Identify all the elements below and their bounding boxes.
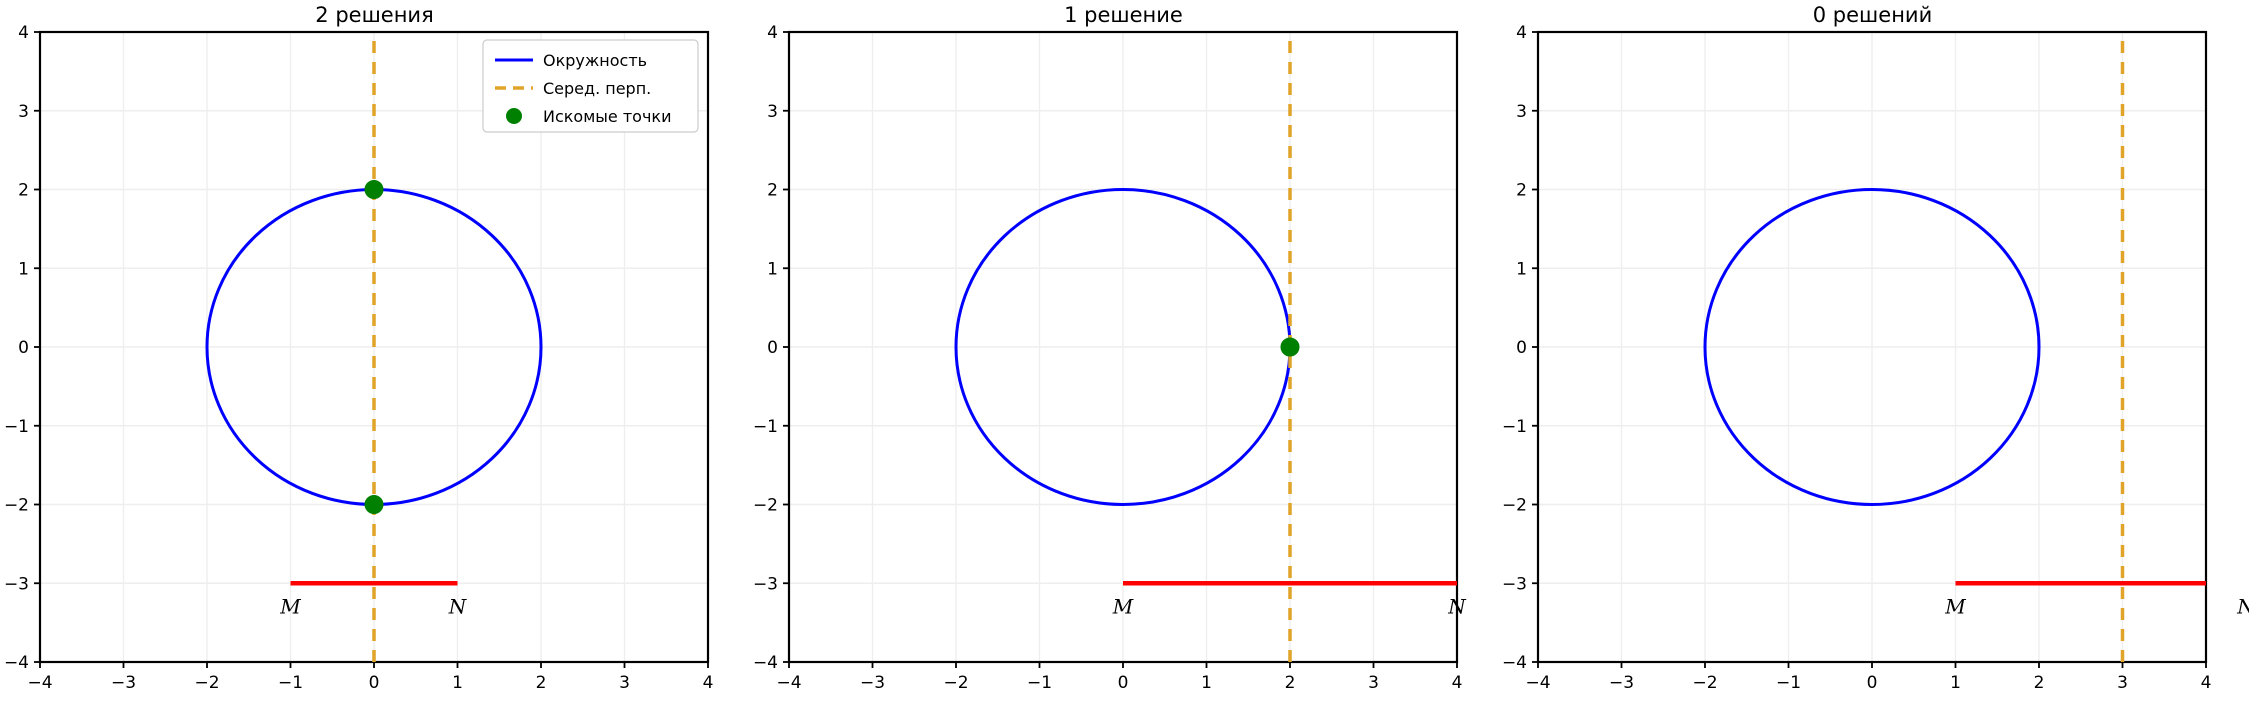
grid-lines bbox=[789, 32, 1457, 662]
y-tick-label: 0 bbox=[18, 338, 29, 358]
data-layer bbox=[1703, 32, 2206, 662]
y-tick-label: 2 bbox=[1516, 181, 1527, 201]
legend-box bbox=[482, 39, 699, 133]
solution-point bbox=[364, 495, 384, 514]
data-layer bbox=[954, 32, 1457, 662]
x-tick-label: −3 bbox=[860, 673, 885, 693]
subplot-title: 1 решение bbox=[1064, 3, 1183, 27]
x-tick-label: −3 bbox=[111, 673, 136, 693]
x-tick-label: 2 bbox=[536, 673, 547, 693]
circle-curve bbox=[1703, 188, 2041, 506]
legend-swatch-points bbox=[506, 108, 522, 124]
x-tick-label: −2 bbox=[1692, 673, 1717, 693]
x-tick-label: −2 bbox=[943, 673, 968, 693]
label-m: M bbox=[279, 594, 301, 618]
label-m: M bbox=[1112, 594, 1134, 618]
subplot-title: 2 решения bbox=[315, 3, 434, 27]
y-tick-label: 0 bbox=[767, 338, 778, 358]
x-tick-label: −4 bbox=[27, 673, 52, 693]
x-tick-label: 2 bbox=[2034, 673, 2045, 693]
x-tick-label: 0 bbox=[1867, 673, 1878, 693]
data-layer bbox=[205, 32, 543, 662]
x-tick-label: 1 bbox=[1201, 673, 1212, 693]
y-tick-label: −3 bbox=[4, 574, 29, 594]
x-tick-label: −1 bbox=[278, 673, 303, 693]
y-tick-label: −2 bbox=[753, 496, 778, 516]
y-tick-label: −3 bbox=[1502, 574, 1527, 594]
y-tick-label: 4 bbox=[767, 23, 778, 43]
label-m: M bbox=[1944, 594, 1966, 618]
y-tick-label: −4 bbox=[753, 653, 778, 673]
solution-point bbox=[364, 180, 384, 199]
x-tick-label: 2 bbox=[1285, 673, 1296, 693]
y-tick-label: −2 bbox=[1502, 496, 1527, 516]
y-tick-label: −4 bbox=[4, 653, 29, 673]
y-tick-label: −1 bbox=[1502, 417, 1527, 437]
label-n: N bbox=[1447, 594, 1467, 618]
x-tick-label: −4 bbox=[776, 673, 801, 693]
y-tick-label: 2 bbox=[18, 181, 29, 201]
x-tick-label: −3 bbox=[1609, 673, 1634, 693]
y-tick-label: 4 bbox=[1516, 23, 1527, 43]
x-tick-label: 3 bbox=[619, 673, 630, 693]
y-tick-label: 0 bbox=[1516, 338, 1527, 358]
x-tick-label: 3 bbox=[1368, 673, 1379, 693]
solution-point bbox=[1280, 337, 1300, 357]
y-tick-label: −4 bbox=[1502, 653, 1527, 673]
x-tick-label: 4 bbox=[2201, 673, 2212, 693]
x-tick-label: 4 bbox=[1452, 673, 1463, 693]
x-tick-label: 1 bbox=[452, 673, 463, 693]
y-tick-label: 3 bbox=[767, 102, 778, 122]
label-n: N bbox=[2236, 594, 2249, 618]
x-tick-label: −4 bbox=[1525, 673, 1550, 693]
y-tick-label: 1 bbox=[18, 259, 29, 279]
y-tick-label: 3 bbox=[1516, 102, 1527, 122]
x-tick-label: 0 bbox=[369, 673, 380, 693]
axis-ticks: −4 −3 −2 −1 0 1 2 3 4 −4 −3 −2 −1 0 1 2 3 4 bbox=[753, 23, 1462, 693]
y-tick-label: 1 bbox=[1516, 259, 1527, 279]
x-tick-label: −1 bbox=[1027, 673, 1052, 693]
y-tick-label: 1 bbox=[767, 259, 778, 279]
y-tick-label: 3 bbox=[18, 102, 29, 122]
y-tick-label: 4 bbox=[18, 23, 29, 43]
x-tick-label: 1 bbox=[1950, 673, 1961, 693]
axis-ticks: −4 −3 −2 −1 0 1 2 3 4 −4 −3 −2 −1 0 1 2 3 4 bbox=[4, 23, 713, 693]
y-tick-label: 2 bbox=[767, 181, 778, 201]
legend-label: Окружность bbox=[543, 51, 647, 70]
label-n: N bbox=[448, 594, 468, 618]
subplot-title: 0 решений bbox=[1812, 3, 1933, 27]
axis-ticks: −4 −3 −2 −1 0 1 2 3 4 −4 −3 −2 −1 0 1 2 3 4 bbox=[1502, 23, 2211, 693]
x-tick-label: −1 bbox=[1776, 673, 1801, 693]
endpoint-labels: MN bbox=[1944, 594, 2249, 618]
x-tick-label: 0 bbox=[1118, 673, 1129, 693]
y-tick-label: −1 bbox=[753, 417, 778, 437]
subplot-1: 2 решения −4 −3 −2 −1 0 1 2 3 4 −4 −3 −2 −1 0 1 2 3 4 M N Окр… bbox=[0, 0, 749, 724]
x-tick-label: 3 bbox=[2117, 673, 2128, 693]
x-tick-label: 4 bbox=[703, 673, 714, 693]
grid-lines bbox=[1538, 32, 2206, 662]
legend-label: Искомые точки bbox=[543, 107, 671, 126]
y-tick-label: −2 bbox=[4, 496, 29, 516]
subplot-2: 1 решение −4 −3 −2 −1 0 1 2 3 4 −4 −3 −2 −1 0 1 2 3 4 M N bbox=[749, 0, 1498, 724]
y-tick-label: −1 bbox=[4, 417, 29, 437]
x-tick-label: −2 bbox=[194, 673, 219, 693]
legend: Окружность Серед. перп. Искомые точки bbox=[482, 39, 699, 133]
y-tick-label: −3 bbox=[753, 574, 778, 594]
legend-label: Серед. перп. bbox=[543, 79, 651, 98]
